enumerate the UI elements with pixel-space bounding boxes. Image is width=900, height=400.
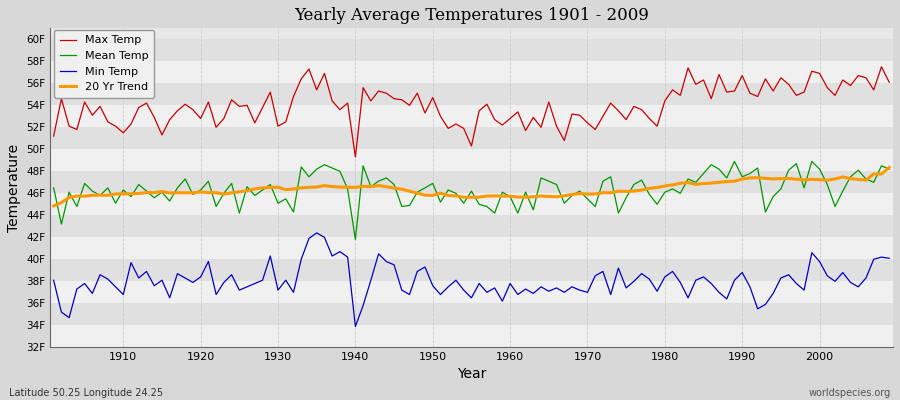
Max Temp	[606, 101, 616, 106]
Mean Temp	[729, 159, 740, 164]
Bar	[50, 215, 893, 237]
Mean Temp	[505, 194, 516, 199]
Bar	[50, 127, 893, 149]
Min Temp	[49, 278, 59, 283]
20 Yr Trend	[884, 165, 895, 170]
Bar	[50, 193, 893, 215]
Min Temp	[281, 278, 292, 283]
Line: 20 Yr Trend: 20 Yr Trend	[54, 168, 889, 206]
Mean Temp	[606, 174, 616, 179]
Mean Temp	[327, 166, 338, 170]
20 Yr Trend	[598, 190, 608, 195]
Text: Latitude 50.25 Longitude 24.25: Latitude 50.25 Longitude 24.25	[9, 388, 163, 398]
Min Temp	[110, 284, 121, 289]
Bar	[50, 237, 893, 259]
Line: Mean Temp: Mean Temp	[54, 162, 889, 240]
Bar	[50, 39, 893, 61]
Bar	[50, 325, 893, 347]
Mean Temp	[350, 237, 361, 242]
Min Temp	[884, 256, 895, 261]
20 Yr Trend	[505, 194, 516, 199]
Max Temp	[876, 64, 886, 69]
Min Temp	[350, 324, 361, 329]
Line: Min Temp: Min Temp	[54, 233, 889, 326]
Bar	[50, 83, 893, 105]
Max Temp	[350, 155, 361, 160]
Min Temp	[520, 287, 531, 292]
20 Yr Trend	[281, 187, 292, 192]
20 Yr Trend	[49, 204, 59, 208]
Bar	[50, 61, 893, 83]
Max Temp	[505, 116, 516, 121]
Bar	[50, 149, 893, 171]
Line: Max Temp: Max Temp	[54, 67, 889, 157]
Min Temp	[512, 292, 523, 297]
Bar	[50, 281, 893, 303]
Max Temp	[327, 98, 338, 103]
Text: worldspecies.org: worldspecies.org	[809, 388, 891, 398]
20 Yr Trend	[327, 184, 338, 189]
Max Temp	[110, 124, 121, 128]
Min Temp	[335, 249, 346, 254]
20 Yr Trend	[110, 192, 121, 196]
Mean Temp	[884, 167, 895, 172]
Max Temp	[281, 119, 292, 124]
Title: Yearly Average Temperatures 1901 - 2009: Yearly Average Temperatures 1901 - 2009	[294, 7, 649, 24]
Mean Temp	[110, 201, 121, 206]
20 Yr Trend	[497, 194, 508, 198]
Max Temp	[49, 134, 59, 138]
Mean Temp	[49, 186, 59, 190]
Max Temp	[884, 80, 895, 84]
Mean Temp	[512, 211, 523, 216]
Legend: Max Temp, Mean Temp, Min Temp, 20 Yr Trend: Max Temp, Mean Temp, Min Temp, 20 Yr Tre…	[54, 30, 154, 98]
Min Temp	[613, 266, 624, 270]
Mean Temp	[281, 196, 292, 201]
Bar	[50, 303, 893, 325]
Bar	[50, 259, 893, 281]
Max Temp	[512, 110, 523, 114]
X-axis label: Year: Year	[456, 367, 486, 381]
Bar	[50, 171, 893, 193]
Y-axis label: Temperature: Temperature	[7, 144, 21, 232]
Min Temp	[311, 230, 322, 235]
Bar	[50, 105, 893, 127]
